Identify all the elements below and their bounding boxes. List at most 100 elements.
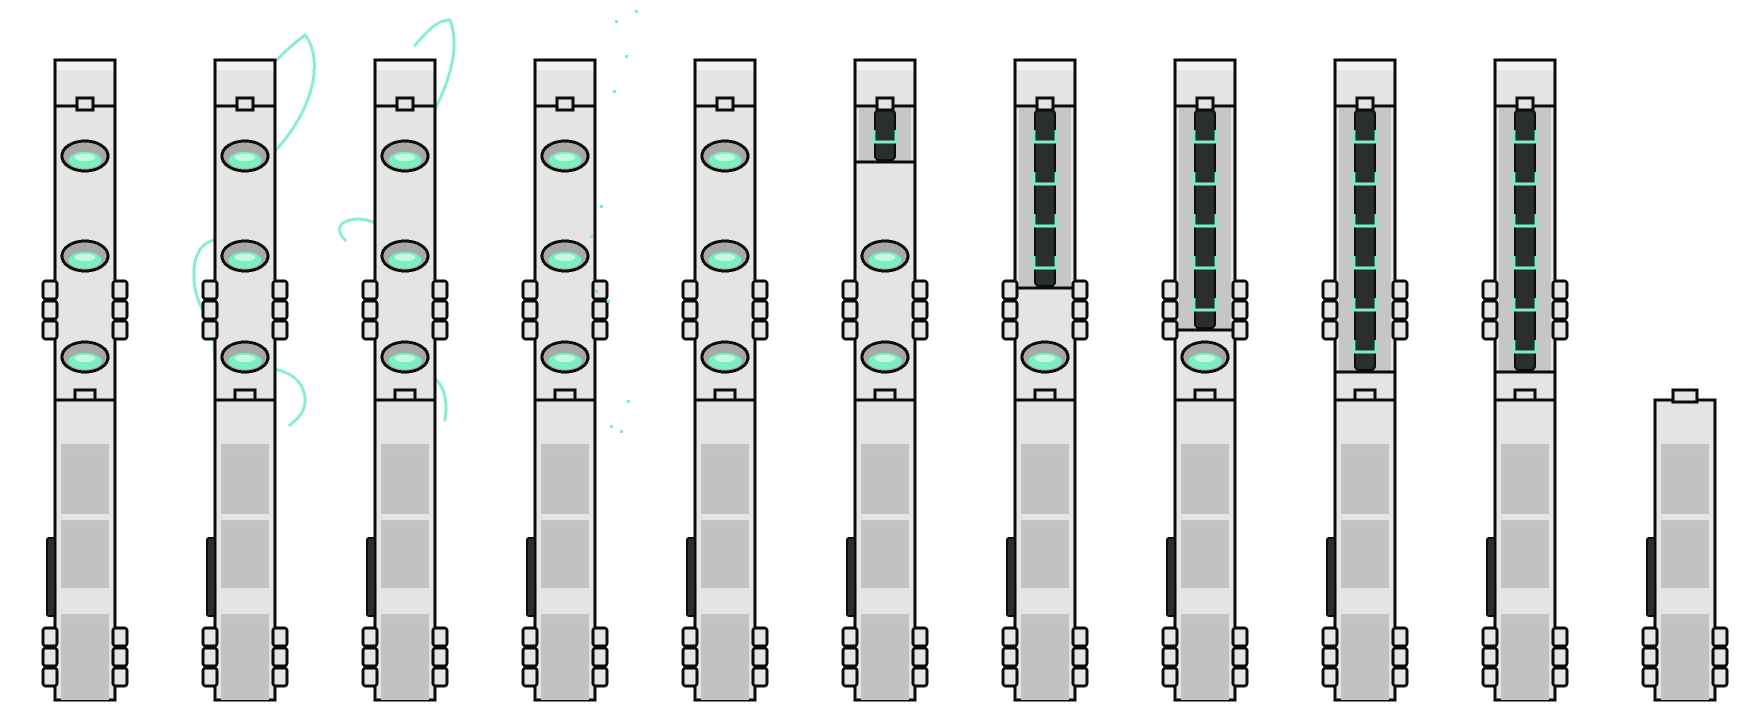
device-base [1161,398,1249,702]
feet-brackets [41,626,129,688]
chain-link [1512,172,1538,186]
feet-brackets [1641,626,1729,688]
frame-11 [1641,388,1729,702]
device-base [1641,388,1729,702]
feet-brackets [361,626,449,688]
frame-3 [338,18,456,702]
top-cap [1177,62,1233,70]
feet-brackets [521,626,609,688]
top-cap [57,62,113,70]
top-notch [1195,96,1215,112]
top-cap [857,62,913,70]
glow-light [540,139,590,173]
glow-light [60,340,110,374]
chain-link [1512,298,1538,312]
mid-brackets [361,279,449,341]
chain-link [1032,172,1058,186]
mid-brackets [841,279,929,341]
device-base [41,398,129,702]
frame-1 [41,58,129,702]
chain-link [1192,256,1218,270]
chain-link [1512,256,1538,270]
glow-light [700,139,750,173]
chain-link [1352,130,1378,144]
glow-light [380,239,430,273]
device-base [201,398,289,702]
chain-link [1032,256,1058,270]
mid-brackets [521,279,609,341]
chain-rod [872,109,898,161]
top-cap [697,62,753,70]
feet-brackets [1001,626,1089,688]
side-bracket [1646,537,1656,617]
device-base [1481,398,1569,702]
chain-link [1192,172,1218,186]
glow-light [540,239,590,273]
glow-light [380,340,430,374]
top-notch [75,96,95,112]
mid-brackets [1481,279,1569,341]
chain-rod [1032,109,1058,287]
glow-light [60,239,110,273]
device-base [681,398,769,702]
glow-light [860,239,910,273]
mid-brackets [1321,279,1409,341]
glow-light [220,139,270,173]
top-cap [537,62,593,70]
top-notch [875,96,895,112]
glow-light [60,139,110,173]
chain-link [1512,214,1538,228]
frame-6 [841,58,929,702]
spark-particles [590,10,638,433]
glow-light [700,340,750,374]
side-bracket [846,537,856,617]
mid-brackets [41,279,129,341]
side-bracket [686,537,696,617]
chain-link [1352,340,1378,354]
top-notch [395,96,415,112]
glow-light [860,340,910,374]
top-cap [1337,62,1393,70]
side-bracket [1006,537,1016,617]
top-notch [715,96,735,112]
side-bracket [526,537,536,617]
chain-link [1032,130,1058,144]
side-bracket [1166,537,1176,617]
frame-10 [1481,58,1569,702]
top-notch [555,96,575,112]
chain-link [1192,214,1218,228]
chain-rod [1192,109,1218,329]
glow-light [1020,340,1070,374]
chain-rod [1352,109,1378,371]
chain-link [872,130,898,144]
frame-8 [1161,58,1249,702]
side-bracket [366,537,376,617]
chain-link [1352,172,1378,186]
frame-5 [681,58,769,702]
feet-brackets [1321,626,1409,688]
glow-light [700,239,750,273]
frame-7 [1001,58,1089,702]
side-bracket [1486,537,1496,617]
top-notch [1515,96,1535,112]
chain-link [1352,256,1378,270]
mid-brackets [1161,279,1249,341]
glow-light [1180,340,1230,374]
frame-4 [521,10,638,702]
device-base [361,398,449,702]
top-cap [1017,62,1073,70]
frame-2 [192,32,316,702]
frame-9 [1321,58,1409,702]
device-base [1001,398,1089,702]
chain-link [1512,130,1538,144]
side-bracket [46,537,56,617]
chain-rod [1512,109,1538,371]
chain-link [1192,130,1218,144]
side-bracket [1326,537,1336,617]
feet-brackets [1161,626,1249,688]
feet-brackets [201,626,289,688]
top-cap [377,62,433,70]
chain-link [1192,298,1218,312]
mid-brackets [1001,279,1089,341]
top-cap [1497,62,1553,70]
